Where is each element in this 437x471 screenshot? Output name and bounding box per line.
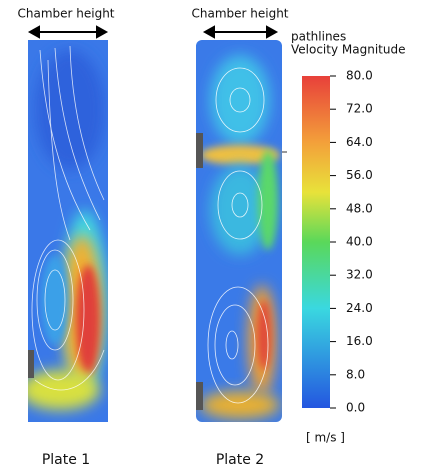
legend-title: pathlines: [291, 30, 346, 44]
tick-label: 40.0: [346, 235, 373, 249]
tick-label: 72.0: [346, 102, 373, 116]
panel-header: Chamber height: [17, 7, 114, 21]
legend-unit: [ m/s ]: [306, 431, 345, 445]
tick-label: 48.0: [346, 201, 373, 215]
panel-caption: Plate 2: [216, 452, 264, 468]
tick-label: 16.0: [346, 334, 373, 348]
flow-field-2: [196, 40, 282, 422]
figure: Chamber height Chamber height Plate 1 Pl…: [0, 0, 437, 471]
tick-label: 56.0: [346, 168, 373, 182]
colorbar-ticks: 80.0 72.0 64.0 56.0 48.0 40.0 32.0 24.0 16.0 8.0 0…: [330, 69, 373, 415]
tick-label: 32.0: [346, 268, 373, 282]
tick-label: 80.0: [346, 69, 373, 83]
arrows: [30, 27, 276, 37]
panel-caption: Plate 1: [42, 452, 90, 468]
colorbar: [302, 76, 330, 408]
panel-header: Chamber height: [191, 7, 288, 21]
flow-field-1: [20, 40, 108, 422]
tick-label: 0.0: [346, 401, 365, 415]
legend-quantity: Velocity Magnitude: [291, 43, 405, 57]
tick-label: 24.0: [346, 301, 373, 315]
tick-label: 8.0: [346, 367, 365, 381]
tick-label: 64.0: [346, 135, 373, 149]
